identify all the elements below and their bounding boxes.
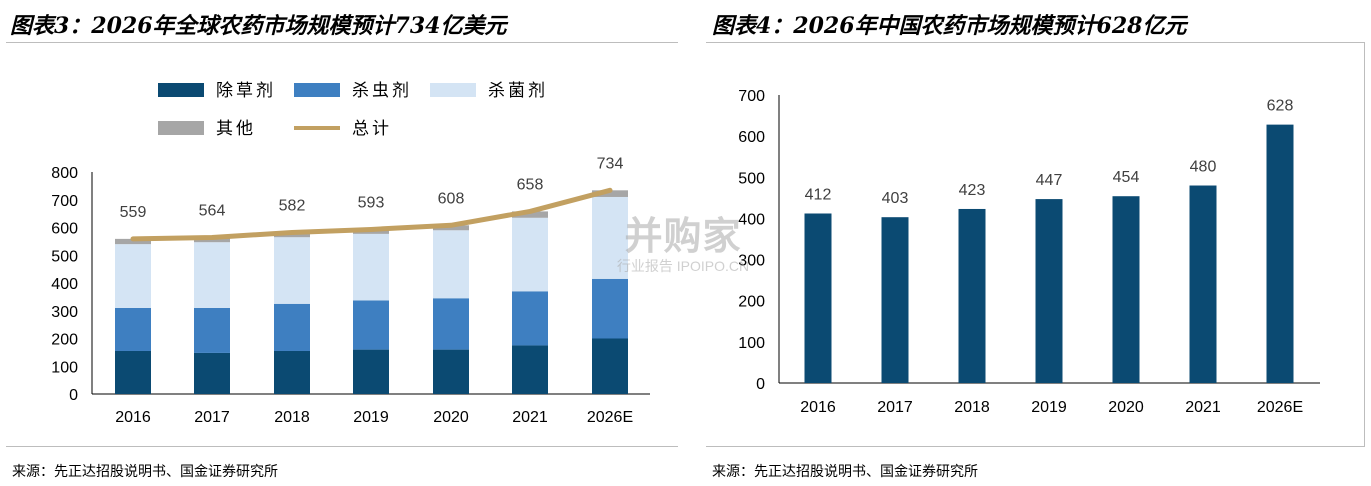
fungicide-bar xyxy=(353,233,389,301)
insecticide-bar xyxy=(512,291,548,346)
herbicide-bar xyxy=(433,349,469,394)
bar-data-label: 447 xyxy=(1036,172,1063,189)
bar-data-label: 412 xyxy=(805,186,832,203)
global-pesticide-market-chart: 0 100 200 300 400 500 600 700 800 2016 2017 2018 201… xyxy=(51,81,650,426)
herbicide-bar xyxy=(512,345,548,394)
herbicide-bar xyxy=(592,338,628,394)
x-tick-label: 2019 xyxy=(353,409,389,426)
total-data-label: 658 xyxy=(517,176,544,193)
insecticide-bar xyxy=(194,307,230,353)
total-data-label: 559 xyxy=(120,204,147,221)
x-tick-label: 2019 xyxy=(1031,399,1067,416)
y-tick-label: 300 xyxy=(738,253,765,270)
herbicide-bar xyxy=(274,350,310,394)
y-tick-label: 400 xyxy=(51,276,78,293)
y-tick-label: 0 xyxy=(69,387,78,404)
other-bar xyxy=(592,190,628,197)
y-tick-label: 100 xyxy=(51,359,78,376)
legend-insecticide-swatch xyxy=(294,83,340,97)
herbicide-bar xyxy=(115,350,151,394)
legend-total-label: 总计 xyxy=(352,119,392,138)
left-chart-title: 图表3：2026年全球农药市场规模预计734亿美元 xyxy=(10,13,507,39)
legend-fungicide-label: 杀菌剂 xyxy=(488,81,548,100)
x-tick-label: 2026E xyxy=(587,409,633,426)
fungicide-bar xyxy=(274,237,310,304)
bar-data-label: 454 xyxy=(1113,169,1140,186)
x-tick-label: 2021 xyxy=(1185,399,1221,416)
x-tick-label: 2017 xyxy=(877,399,913,416)
bar-data-label: 628 xyxy=(1267,98,1294,115)
total-data-label: 734 xyxy=(597,155,624,172)
x-tick-label: 2021 xyxy=(512,409,548,426)
market-bar xyxy=(1189,185,1217,383)
legend-fungicide-swatch xyxy=(430,83,476,97)
y-tick-label: 800 xyxy=(51,165,78,182)
other-bar xyxy=(115,238,151,245)
y-tick-label: 400 xyxy=(738,211,765,228)
y-tick-label: 700 xyxy=(51,193,78,210)
right-panel-top-border xyxy=(706,42,1365,43)
right-panel-side-border xyxy=(1364,42,1365,446)
herbicide-bar xyxy=(353,349,389,394)
y-tick-label: 200 xyxy=(738,294,765,311)
total-data-label: 582 xyxy=(279,197,306,214)
market-bar xyxy=(1035,199,1063,383)
legend-herbicide-label: 除草剂 xyxy=(216,81,276,100)
legend-insecticide-label: 杀虫剂 xyxy=(352,81,412,100)
x-tick-label: 2018 xyxy=(274,409,310,426)
y-tick-label: 500 xyxy=(51,248,78,265)
market-bar xyxy=(958,208,986,383)
fungicide-bar xyxy=(115,244,151,308)
y-tick-label: 500 xyxy=(738,170,765,187)
bar-data-label: 480 xyxy=(1190,159,1217,176)
insecticide-bar xyxy=(274,303,310,351)
left-source-note: 来源：先正达招股说明书、国金证券研究所 xyxy=(12,464,278,480)
total-data-label: 564 xyxy=(199,202,226,219)
total-data-label: 593 xyxy=(358,194,385,211)
legend-herbicide-swatch xyxy=(158,83,204,97)
insecticide-bar xyxy=(433,298,469,350)
y-tick-label: 200 xyxy=(51,332,78,349)
y-tick-label: 600 xyxy=(738,129,765,146)
x-tick-label: 2018 xyxy=(954,399,990,416)
fungicide-bar xyxy=(433,230,469,299)
insecticide-bar xyxy=(592,278,628,339)
left-panel-top-border xyxy=(6,42,678,43)
x-tick-label: 2016 xyxy=(115,409,151,426)
herbicide-bar xyxy=(194,352,230,394)
market-bar xyxy=(1266,124,1294,383)
y-tick-label: 300 xyxy=(51,304,78,321)
china-pesticide-market-chart: 0 100 200 300 400 500 600 700 412 2016 403 2017 423 2… xyxy=(738,88,1320,416)
right-chart-title: 图表4：2026年中国农药市场规模预计628亿元 xyxy=(712,13,1187,39)
x-tick-label: 2026E xyxy=(1257,399,1303,416)
market-bar xyxy=(1112,196,1140,383)
insecticide-bar xyxy=(353,300,389,350)
insecticide-bar xyxy=(115,307,151,351)
fungicide-bar xyxy=(194,242,230,308)
total-data-label: 608 xyxy=(438,190,465,207)
y-tick-label: 700 xyxy=(738,88,765,105)
right-panel-bottom-border xyxy=(706,446,1365,447)
fungicide-bar xyxy=(512,217,548,292)
other-bar xyxy=(512,211,548,218)
x-tick-label: 2020 xyxy=(433,409,469,426)
total-line xyxy=(130,187,613,242)
legend-other-swatch xyxy=(158,121,204,135)
bar-data-label: 403 xyxy=(882,190,909,207)
market-bar xyxy=(804,213,832,383)
x-tick-label: 2017 xyxy=(194,409,230,426)
market-bar xyxy=(881,217,909,383)
y-tick-label: 100 xyxy=(738,335,765,352)
fungicide-bar xyxy=(592,196,628,279)
left-panel-bottom-border xyxy=(6,446,678,447)
x-tick-label: 2016 xyxy=(800,399,836,416)
x-tick-label: 2020 xyxy=(1108,399,1144,416)
bar-data-label: 423 xyxy=(959,182,986,199)
y-tick-label: 0 xyxy=(756,376,765,393)
y-tick-label: 600 xyxy=(51,221,78,238)
legend-other-label: 其他 xyxy=(216,119,256,138)
right-source-note: 来源：先正达招股说明书、国金证券研究所 xyxy=(712,464,978,480)
